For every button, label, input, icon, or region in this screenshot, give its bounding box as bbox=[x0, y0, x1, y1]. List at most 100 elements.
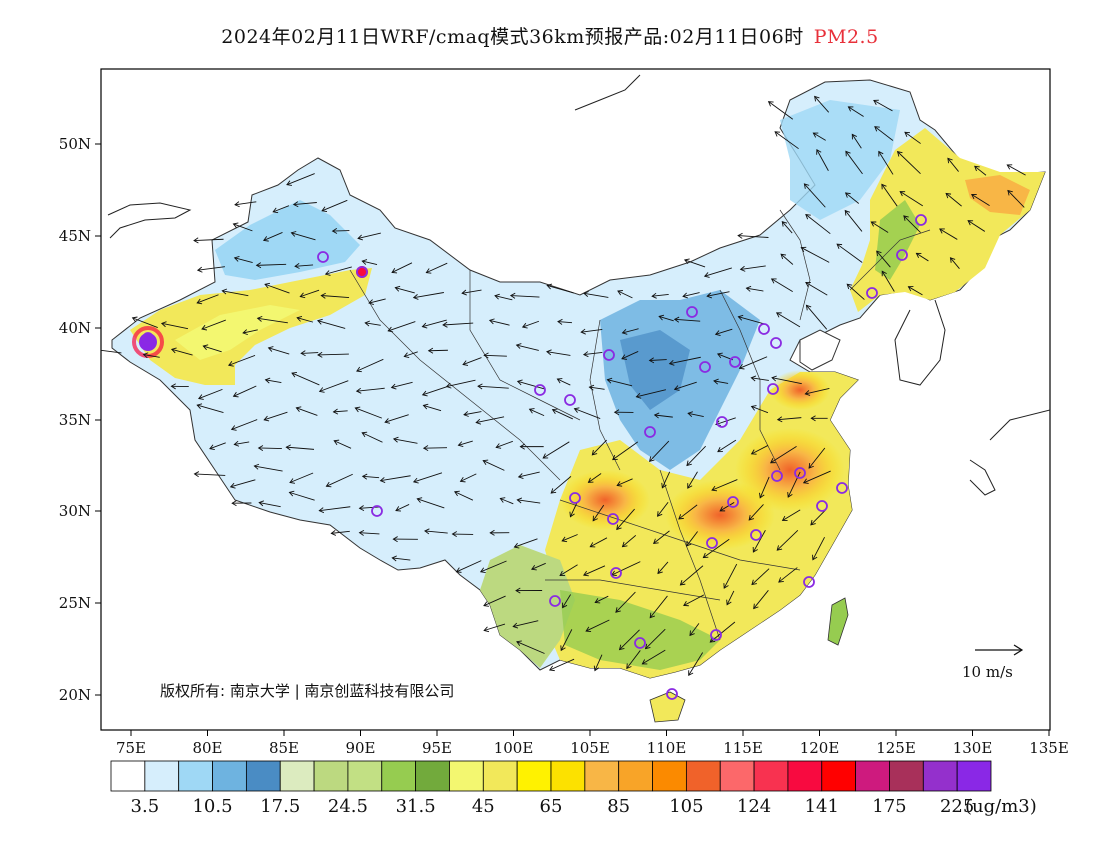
ne-green-band bbox=[875, 200, 920, 280]
wind-arrow bbox=[680, 565, 704, 586]
monitoring-site-marker bbox=[716, 416, 728, 428]
wind-arrow-head bbox=[683, 258, 690, 265]
wind-arrow-head bbox=[816, 148, 822, 155]
colorbar-swatch bbox=[956, 760, 992, 792]
wind-arrow-head bbox=[560, 645, 566, 652]
wind-arrow-head bbox=[668, 359, 675, 366]
wind-arrow bbox=[522, 320, 540, 328]
latitude-axis: 50N 45N 40N 35N 30N 25N 20N bbox=[59, 135, 101, 704]
wind-arrow-head bbox=[808, 463, 814, 469]
wind-arrow bbox=[759, 476, 770, 498]
map-title: 2024年02月11日WRF/cmaq模式36km预报产品:02月11日06时 P… bbox=[0, 22, 1100, 49]
wind-arrow bbox=[645, 628, 666, 649]
colorbar-swatch bbox=[178, 760, 213, 792]
lon-tick-label: 120E bbox=[800, 739, 840, 757]
wind-arrow-head bbox=[332, 408, 339, 415]
wind-arrow bbox=[476, 416, 505, 424]
wind-arrow-head bbox=[333, 439, 340, 446]
wind-arrow-head bbox=[228, 361, 234, 367]
urumqi-hotspot bbox=[356, 266, 368, 278]
wind-arrow-head bbox=[800, 246, 807, 253]
wind-arrow-head bbox=[589, 542, 596, 548]
wind-arrow-head bbox=[881, 183, 887, 190]
wind-reference: 10 m/s bbox=[962, 644, 1024, 681]
wind-arrow bbox=[265, 379, 282, 384]
monitoring-site-marker bbox=[915, 214, 927, 226]
monitoring-site-marker bbox=[371, 505, 383, 517]
wind-arrow bbox=[678, 504, 698, 520]
monitoring-site-marker bbox=[699, 361, 711, 373]
wind-arrow-head bbox=[780, 253, 787, 260]
wind-arrow-head bbox=[422, 403, 429, 410]
wind-arrow bbox=[132, 317, 158, 328]
wind-arrow-head bbox=[803, 183, 810, 189]
monitoring-site-marker bbox=[758, 323, 770, 335]
wind-arrow bbox=[517, 380, 545, 390]
wind-arrow bbox=[289, 472, 314, 483]
wind-arrow bbox=[616, 478, 633, 486]
korea-outline bbox=[894, 299, 946, 386]
wind-arrow bbox=[810, 509, 826, 526]
wind-arrow-head bbox=[673, 316, 680, 323]
wind-arrow-head bbox=[569, 511, 575, 518]
wind-arrow-head bbox=[412, 294, 419, 300]
wind-arrow-head bbox=[805, 213, 811, 220]
wind-arrow bbox=[428, 349, 448, 352]
wind-arrow-head bbox=[781, 221, 788, 227]
wind-arrow bbox=[752, 530, 766, 553]
colorbar-swatch bbox=[144, 760, 180, 792]
wind-arrow bbox=[748, 504, 764, 521]
wind-arrow bbox=[607, 379, 633, 387]
wind-arrow bbox=[391, 381, 413, 389]
wind-arrow-head bbox=[263, 415, 270, 422]
wind-arrow bbox=[774, 131, 799, 150]
colorbar-tick-label: 225 bbox=[940, 796, 974, 817]
wind-arrow-head bbox=[804, 390, 811, 396]
wind-arrow bbox=[619, 629, 640, 650]
wind-arrow-head bbox=[325, 481, 332, 488]
wind-arrow bbox=[1007, 190, 1025, 208]
wind-arrow-head bbox=[300, 350, 306, 357]
wind-arrow-head bbox=[870, 221, 877, 227]
wind-arrow-head bbox=[616, 481, 623, 487]
wind-arrow-head bbox=[714, 330, 721, 336]
wind-arrow-head bbox=[787, 492, 793, 498]
monitoring-site-marker bbox=[142, 332, 154, 344]
wind-arrow-head bbox=[810, 415, 816, 422]
wind-arrow-head bbox=[457, 441, 464, 448]
wind-arrow bbox=[916, 252, 929, 262]
wind-arrow-head bbox=[288, 490, 295, 497]
wind-arrow bbox=[196, 294, 219, 304]
monitoring-site-marker bbox=[644, 426, 656, 438]
wind-arrow-head bbox=[836, 243, 843, 249]
wind-arrow bbox=[422, 319, 447, 328]
wind-arrow-head bbox=[421, 322, 428, 329]
site-markers bbox=[142, 214, 927, 700]
wind-arrow-head bbox=[776, 545, 783, 551]
wind-arrow-head bbox=[262, 236, 269, 242]
wind-arrow-head bbox=[770, 278, 777, 284]
wind-arrow bbox=[776, 530, 799, 551]
wind-arrow bbox=[355, 407, 382, 419]
wind-arrow bbox=[781, 221, 793, 234]
wind-arrow-head bbox=[361, 473, 368, 480]
wind-arrow-head bbox=[562, 602, 568, 609]
wind-arrow bbox=[591, 439, 607, 456]
wind-arrow bbox=[395, 504, 410, 511]
colorbar-swatch bbox=[922, 760, 958, 792]
wind-arrow bbox=[231, 419, 258, 430]
colorbar-tick-label: 24.5 bbox=[328, 796, 368, 817]
colorbar-swatch bbox=[652, 760, 687, 792]
wind-arrow-head bbox=[582, 570, 589, 577]
wind-arrow-head bbox=[559, 570, 566, 576]
lake-balkhash-outline bbox=[107, 202, 192, 239]
lat-tick-label: 25N bbox=[59, 594, 91, 612]
colorbar-swatch bbox=[415, 760, 450, 792]
wind-arrow bbox=[778, 567, 798, 583]
monitoring-site-marker bbox=[686, 306, 698, 318]
north-blue-inner bbox=[620, 330, 690, 410]
wind-arrow bbox=[392, 557, 411, 561]
wind-arrow bbox=[489, 319, 510, 326]
monitoring-site-marker bbox=[794, 467, 806, 479]
wind-arrow bbox=[542, 441, 570, 459]
